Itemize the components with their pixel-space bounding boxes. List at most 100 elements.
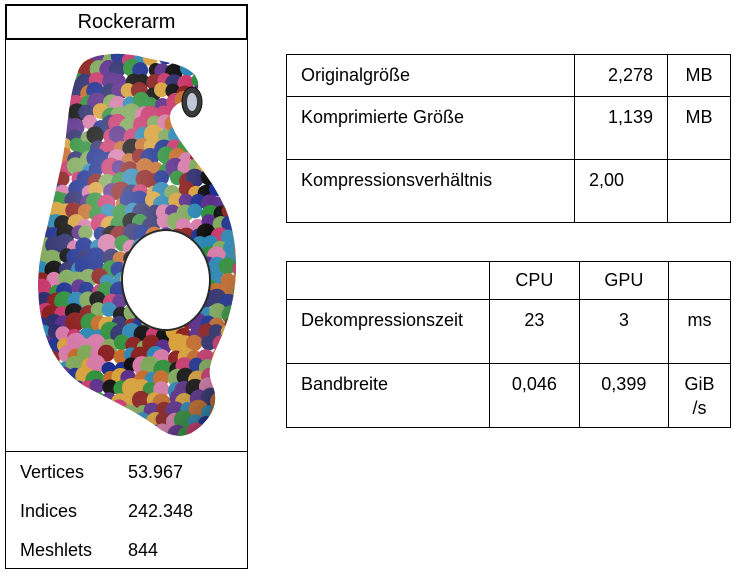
meshlet-patch [49,426,64,436]
meshlet-patch [224,183,237,200]
meshlet-patch [38,371,52,386]
meshlet-patch [38,53,40,56]
meshlet-patch [47,73,64,89]
meshlet-patch [109,422,128,436]
meshlet-patch [38,134,51,154]
meshlet-patch [55,61,75,81]
meshlet-patch [88,400,106,418]
meshlet-patch [38,274,40,290]
meshlet-patch [231,324,237,343]
meshlet-patch [49,412,64,428]
meshlet-patch [38,60,54,80]
meshlet-patch [221,161,237,178]
meshlet-patch [208,53,227,56]
meshlet-patch [209,422,224,436]
meshlet-patch [38,248,42,264]
meshlet-patch [38,382,39,399]
meshlet-patch [235,85,237,101]
meshlet-patch [48,403,64,419]
meshlet-patch [223,124,237,142]
table-row: Dekompressionszeit 23 3 ms [285,299,731,364]
meshlet-patch [207,415,226,434]
meshlet-patch [38,369,40,388]
meshlet-patch [223,119,237,135]
meshlet-patch [191,439,205,451]
row-value: 1,139 [574,96,668,160]
meshlet-patch [56,379,72,394]
meshlet-patch [234,393,237,413]
row-value: 2,00 [574,159,668,223]
meshlet-patch [153,434,172,436]
meshlet-patch [56,424,72,436]
table-row: Kompressionsverhältnis 2,00 [286,159,731,223]
meshlet-patch [38,161,50,180]
meshlet-patch [38,160,44,181]
stat-label: Meshlets [20,540,93,560]
meshlet-patch [232,371,237,388]
meshlet-patch [234,241,237,257]
meshlet-patch [233,284,237,300]
meshlet-patch [44,382,60,398]
meshlet-patch [38,124,41,143]
meshlet-patch [48,151,64,167]
row-label: Dekompressionszeit [285,299,491,364]
meshlet-patch [38,207,42,223]
meshlet-patch [164,435,183,436]
meshlet-patch [43,138,62,157]
meshlet-patch [177,115,196,135]
meshlet-patch [213,382,229,398]
meshlet-patch [38,148,51,165]
meshlet-patch [210,152,225,167]
meshlet-patch [167,53,184,65]
meshlet-patch [69,391,86,408]
meshlet-patch [125,421,142,436]
meshlet-patch [198,114,217,133]
meshlet-patch [132,439,147,451]
meshlet-patch [38,53,41,65]
meshlet-patch [231,182,237,199]
meshlet-patch [122,414,139,431]
meshlet-patch [209,369,224,385]
meshlet-patch [203,148,218,163]
model-title: Rockerarm [5,4,248,40]
meshlet-patch [38,316,39,336]
meshlet-patch [221,53,236,65]
model-preview [5,40,248,451]
meshlet-patch [38,195,40,211]
meshlet-patch [67,433,85,436]
meshlet-patch [38,53,50,56]
meshlet-patch [38,192,52,207]
meshlet-patch [232,53,237,67]
meshlet-patch [24,436,43,451]
meshlet-patch [174,53,193,57]
unit-line: /s [692,398,707,418]
meshlet-patch [44,126,64,145]
meshlet-patch [219,83,236,101]
row-unit: GiB/s [668,363,731,428]
meshlet-patch [196,425,214,436]
stat-label: Vertices [20,462,85,482]
model-title-text: Rockerarm [77,10,176,33]
unit-line: GiB [684,374,715,394]
meshlet-patch [38,172,53,191]
meshlet-patch [75,53,95,56]
meshlet-patch [47,82,62,97]
meshlet-patch [232,102,237,122]
meshlet-patch [98,402,118,422]
meshlet-patch [223,413,237,432]
meshlet-patch [211,157,232,177]
row-label: Bandbreite [285,363,491,428]
meshlet-patch [223,381,237,398]
meshlet-patch [235,229,237,244]
meshlet-patch [38,424,41,436]
row-unit: MB [667,96,731,160]
meshlet-patch [210,106,226,122]
meshlet-patch [232,60,237,77]
meshlet-patch [92,412,109,430]
meshlet-patch [76,402,92,418]
meshlet-patch [38,84,41,102]
meshlet-patch [210,59,226,75]
gpu-value: 3 [578,299,670,364]
header-cpu: CPU [489,261,580,300]
meshlet-patch [38,428,48,436]
